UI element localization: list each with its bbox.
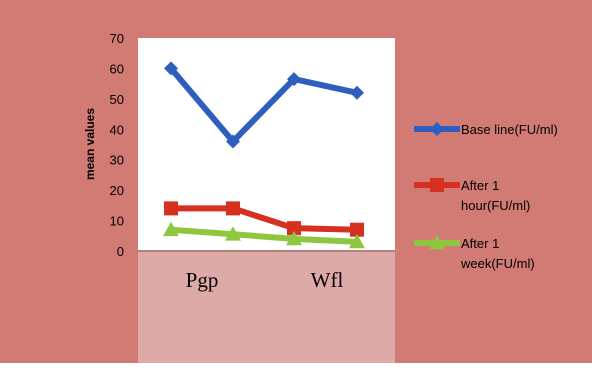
legend-marker [430,178,444,192]
series-line-2 [168,205,360,233]
series-markers [163,61,365,249]
x-tick-label: Wfl [311,268,344,292]
y-tick-label: 20 [110,183,124,198]
data-point [350,85,364,100]
data-point [349,233,365,249]
y-axis-label: mean values [83,108,97,180]
data-point [226,201,240,216]
category-band [138,252,395,363]
data-point [164,201,178,216]
data-point [287,221,301,236]
x-tick-labels: Pgp Wfl [186,268,344,292]
series-line-1 [168,65,360,145]
legend-marker [429,235,445,250]
data-point [286,230,302,246]
data-point [225,226,241,241]
legend: Base line(FU/ml) After 1 hour(FU/ml) After … [414,122,558,271]
x-tick-label: Pgp [186,268,219,292]
series-lines [168,65,360,245]
data-point [163,221,179,237]
data-point [164,61,178,76]
plot-area [138,38,395,250]
y-tick-label: 50 [110,92,124,107]
data-point [350,222,364,237]
legend-marker [430,122,444,136]
legend-label: After 1 hour(FU/ml) [461,178,530,213]
data-point [287,72,301,87]
y-tick-label: 60 [110,61,124,76]
legend-label: Base line(FU/ml) [461,122,558,137]
y-tick-label: 0 [117,244,124,259]
y-tick-label: 30 [110,153,124,168]
y-tick-label: 40 [110,122,124,137]
y-tick-label: 10 [110,214,124,229]
legend-label: After 1 week(FU/ml) [460,236,535,271]
data-point [226,134,240,149]
series-line-3 [168,226,360,245]
y-tick-labels: 0 10 20 30 40 50 60 70 [110,31,124,259]
y-tick-label: 70 [110,31,124,46]
